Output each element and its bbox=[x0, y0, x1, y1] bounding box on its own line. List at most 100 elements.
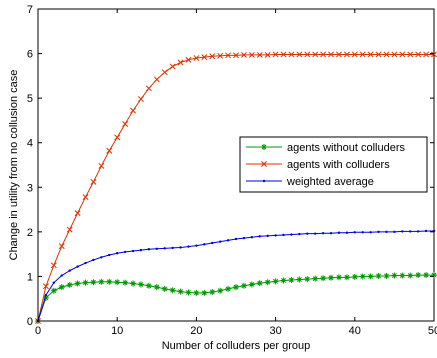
data-point bbox=[131, 249, 135, 253]
data-point bbox=[163, 247, 166, 250]
data-point bbox=[153, 284, 160, 291]
y-tick-label: 4 bbox=[27, 138, 33, 150]
data-point bbox=[266, 234, 269, 238]
data-point bbox=[335, 274, 342, 281]
data-point bbox=[225, 52, 232, 59]
data-point bbox=[393, 230, 396, 234]
data-point bbox=[312, 51, 319, 58]
data-point bbox=[76, 265, 79, 268]
series-2 bbox=[35, 51, 437, 324]
data-point bbox=[226, 239, 230, 242]
data-point bbox=[218, 240, 222, 243]
data-point bbox=[328, 274, 335, 281]
data-point bbox=[256, 280, 263, 287]
data-point bbox=[234, 237, 238, 241]
data-point bbox=[359, 51, 366, 58]
data-point bbox=[321, 231, 325, 235]
data-point bbox=[240, 51, 247, 58]
data-point bbox=[66, 281, 73, 288]
data-point bbox=[353, 231, 356, 234]
data-point bbox=[274, 234, 277, 237]
data-point bbox=[280, 51, 287, 58]
data-point bbox=[359, 273, 366, 280]
series-layer bbox=[35, 51, 437, 324]
data-point bbox=[407, 51, 414, 58]
data-point bbox=[351, 273, 358, 280]
x-tick-label: 0 bbox=[35, 325, 41, 337]
data-point bbox=[345, 231, 349, 234]
data-point bbox=[116, 252, 119, 255]
data-point bbox=[60, 274, 63, 277]
data-point bbox=[177, 288, 184, 295]
data-point bbox=[187, 245, 190, 248]
data-point bbox=[282, 233, 285, 237]
data-point bbox=[130, 107, 136, 114]
legend: agents without colluders agents with coll… bbox=[239, 136, 428, 193]
data-point bbox=[211, 241, 214, 245]
data-point bbox=[240, 282, 247, 289]
series-1 bbox=[35, 272, 437, 324]
data-point bbox=[177, 59, 184, 66]
data-point bbox=[424, 229, 428, 233]
data-point bbox=[248, 51, 255, 58]
data-point bbox=[415, 272, 422, 279]
data-point bbox=[185, 56, 192, 63]
data-point bbox=[264, 51, 271, 58]
data-point bbox=[42, 283, 49, 290]
data-point bbox=[233, 284, 239, 291]
data-point bbox=[385, 230, 388, 234]
data-point bbox=[201, 54, 208, 61]
data-point bbox=[343, 274, 350, 281]
data-point bbox=[401, 230, 404, 233]
legend-label: weighted average bbox=[286, 176, 374, 188]
data-point bbox=[320, 51, 327, 58]
data-point bbox=[288, 51, 295, 58]
y-tick-label: 0 bbox=[27, 316, 33, 328]
data-point bbox=[145, 282, 152, 289]
y-axis-label: Change in utility from no collusion case bbox=[8, 70, 20, 261]
series-3 bbox=[36, 229, 436, 323]
data-point bbox=[248, 281, 255, 288]
y-tick-label: 7 bbox=[27, 4, 33, 16]
data-point bbox=[225, 285, 232, 292]
data-point bbox=[367, 51, 374, 58]
data-point bbox=[361, 231, 364, 234]
data-point bbox=[296, 276, 303, 283]
data-point bbox=[280, 277, 287, 284]
data-point bbox=[161, 69, 168, 76]
data-point bbox=[185, 289, 192, 296]
data-point bbox=[351, 51, 358, 58]
data-point bbox=[106, 278, 113, 285]
data-point bbox=[92, 258, 95, 262]
data-point bbox=[203, 243, 206, 246]
data-point bbox=[399, 272, 406, 279]
y-tick-label: 6 bbox=[27, 49, 33, 61]
data-point bbox=[169, 63, 176, 70]
legend-item: agents without colluders bbox=[246, 142, 406, 154]
data-point bbox=[98, 162, 105, 169]
data-point bbox=[122, 121, 129, 127]
data-point bbox=[409, 230, 412, 233]
data-point bbox=[336, 51, 342, 58]
data-point bbox=[416, 230, 420, 233]
data-point bbox=[100, 256, 103, 259]
data-point bbox=[296, 51, 303, 58]
data-point bbox=[171, 246, 174, 250]
data-point bbox=[258, 235, 261, 238]
data-point bbox=[130, 280, 137, 287]
data-point bbox=[288, 276, 295, 283]
legend-item: weighted average bbox=[246, 176, 374, 188]
data-point bbox=[423, 51, 430, 58]
data-point bbox=[50, 262, 57, 269]
data-point bbox=[217, 287, 224, 294]
data-point bbox=[329, 231, 333, 235]
legend-label: agents with colluders bbox=[287, 159, 390, 171]
data-point bbox=[431, 272, 437, 279]
data-point bbox=[312, 275, 319, 282]
data-point bbox=[391, 51, 398, 58]
data-point bbox=[82, 194, 89, 201]
data-point bbox=[407, 272, 414, 279]
data-point bbox=[383, 51, 390, 58]
data-point bbox=[123, 250, 127, 254]
data-point bbox=[217, 52, 224, 59]
